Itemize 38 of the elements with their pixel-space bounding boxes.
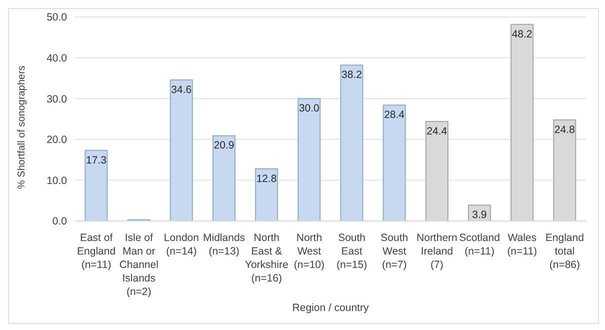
x-tick-label: Northern Ireland (7) <box>416 232 458 271</box>
y-tick-label: 30.0 <box>46 93 68 106</box>
x-tick-label: Isle of Man or Channel Islands (n=2) <box>119 232 158 298</box>
y-tick-label: 10.0 <box>46 174 68 187</box>
x-tick-label: East of England (n=11) <box>77 232 116 271</box>
x-tick-label: South West (n=7) <box>380 232 408 271</box>
y-tick-label: 50.0 <box>46 12 68 24</box>
data-label: 34.6 <box>171 84 192 96</box>
data-label: 24.8 <box>554 124 576 136</box>
x-tick-label: South East (n=15) <box>336 232 368 271</box>
data-label: 30.0 <box>298 102 320 115</box>
y-tick-label: 0.0 <box>52 216 68 228</box>
bar <box>170 79 193 221</box>
x-tick-label: Midlands (n=13) <box>203 232 246 258</box>
data-label: 12.8 <box>256 172 277 185</box>
data-label: 3.9 <box>472 209 487 222</box>
data-label: 28.4 <box>384 109 405 122</box>
x-tick-label: Scotland (n=11) <box>459 232 500 258</box>
data-label: 38.2 <box>342 69 362 82</box>
x-tick-label: England total (n=86) <box>545 232 584 271</box>
bar <box>255 168 278 221</box>
data-label: 17.3 <box>86 154 107 166</box>
x-tick-label: North East & Yorkshire (n=16) <box>244 232 288 284</box>
x-axis-title: Region / country <box>292 302 370 314</box>
bar <box>84 150 108 221</box>
bar <box>212 135 236 221</box>
data-label: 20.9 <box>214 140 234 152</box>
bar <box>298 98 321 221</box>
y-axis-title: % Shortfall of sonographers <box>16 66 28 189</box>
bar <box>340 64 364 221</box>
y-tick-label: 40.0 <box>46 52 68 65</box>
bar <box>382 104 406 221</box>
x-tick-label: London (n=14) <box>164 232 200 258</box>
data-label: 24.4 <box>426 125 448 138</box>
x-tick-label: Wales (n=11) <box>507 232 538 258</box>
data-label: 48.2 <box>512 28 532 40</box>
y-tick-label: 20.0 <box>46 134 68 146</box>
x-tick-label: North West (n=10) <box>294 232 325 271</box>
